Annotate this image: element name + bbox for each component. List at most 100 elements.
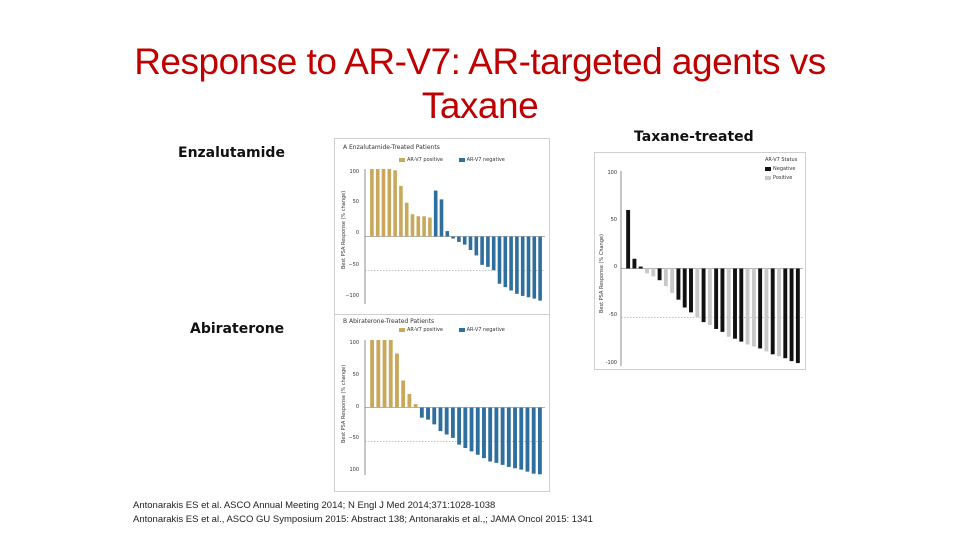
bar <box>506 407 511 467</box>
bar <box>764 268 769 352</box>
bar <box>419 407 424 418</box>
chart-a-tick: 0 <box>355 230 359 236</box>
taxane-legend-title: AR-V7 Status <box>765 157 798 163</box>
bar <box>401 380 406 408</box>
legend-b-positive: AR-V7 positive <box>407 327 444 333</box>
bar <box>444 407 449 435</box>
taxane-chart-panel: AR-V7 Status Negative Positive Best PSA … <box>594 152 806 370</box>
chart-b-plot <box>364 340 545 475</box>
bar <box>689 268 693 313</box>
bar <box>739 268 744 342</box>
bar <box>701 268 706 323</box>
taxane-plot <box>620 171 803 366</box>
bar <box>482 407 486 459</box>
bar <box>375 169 380 237</box>
bar <box>538 236 542 301</box>
bar <box>488 407 493 462</box>
legend-swatch-negative <box>765 166 771 171</box>
bar <box>626 210 631 269</box>
bar <box>428 217 432 237</box>
taxane-label: Taxane-treated <box>634 129 754 145</box>
bar <box>370 340 375 408</box>
taxane-legend: AR-V7 Status Negative Positive <box>765 156 797 183</box>
bar <box>370 169 374 237</box>
bar <box>433 190 438 237</box>
bar <box>450 407 455 438</box>
bar <box>670 268 675 293</box>
chart-a-plot <box>364 169 545 304</box>
chart-b-title: B Abiraterone-Treated Patients <box>343 318 435 325</box>
taxane-legend-positive: Positive <box>773 175 793 181</box>
chart-b-tick: 50 <box>352 372 359 378</box>
bar <box>726 268 731 337</box>
bar <box>407 394 412 408</box>
bar <box>497 236 502 284</box>
chart-a-tick: −50 <box>348 262 359 268</box>
bar <box>387 169 392 237</box>
bar <box>388 340 393 408</box>
taxane-ylabel: Best PSA Response (% Change) <box>599 234 605 313</box>
bar <box>469 407 474 452</box>
legend-b-negative: AR-V7 negative <box>466 327 505 333</box>
bar <box>520 236 525 296</box>
bar <box>789 268 794 362</box>
bar <box>410 214 415 237</box>
bar <box>525 407 530 472</box>
bar <box>532 236 537 299</box>
bar <box>513 407 517 469</box>
bar <box>770 268 775 355</box>
bar <box>491 236 496 271</box>
legend-swatch-positive <box>399 327 405 332</box>
bar <box>395 353 399 408</box>
taxane-legend-negative: Negative <box>773 166 796 172</box>
chart-a-tick: 100 <box>349 169 359 175</box>
bar <box>714 268 719 329</box>
bar <box>416 216 421 237</box>
chart-a-legend: AR-V7 positive AR-V7 negative <box>399 157 505 163</box>
bar <box>382 340 387 408</box>
bar <box>503 236 508 288</box>
bar <box>500 407 505 465</box>
chart-a-tick: 50 <box>352 199 359 205</box>
abiraterone-label: Abiraterone <box>190 321 285 337</box>
legend-a-negative: AR-V7 negative <box>466 157 505 163</box>
bar <box>399 185 403 237</box>
abiraterone-chart-panel: B Abiraterone-Treated Patients AR-V7 pos… <box>334 314 550 492</box>
bar <box>682 268 687 308</box>
enzalutamide-label: Enzalutamide <box>178 145 285 161</box>
taxane-tick: 0 <box>613 264 617 270</box>
bar <box>381 169 386 237</box>
chart-b-tick: 100 <box>349 340 359 346</box>
taxane-tick: -100 <box>605 360 617 366</box>
bar <box>413 404 418 408</box>
bar <box>494 407 499 463</box>
legend-swatch-negative <box>458 157 465 162</box>
bar <box>720 268 725 332</box>
chart-b-legend: AR-V7 positive AR-V7 negative <box>399 327 505 333</box>
bar <box>733 268 737 339</box>
footer-citation-2: Antonarakis ES et al., ASCO GU Symposium… <box>133 514 593 525</box>
bar <box>537 407 542 475</box>
bar <box>404 202 409 237</box>
bar <box>474 236 479 256</box>
footer-citation-1: Antonarakis ES et al. ASCO Annual Meetin… <box>133 500 496 511</box>
bar <box>457 236 461 242</box>
bar <box>519 407 524 470</box>
bar <box>526 236 531 298</box>
bar <box>462 236 467 245</box>
chart-a-title: A Enzalutamide-Treated Patients <box>343 144 440 151</box>
bar <box>795 268 800 364</box>
bar <box>632 258 637 269</box>
legend-swatch-negative <box>458 327 465 332</box>
bar <box>426 407 430 420</box>
bar <box>663 268 668 287</box>
bar <box>783 268 788 359</box>
bar <box>480 236 484 265</box>
bar <box>777 268 781 357</box>
enzalutamide-chart-panel: A Enzalutamide-Treated Patients AR-V7 po… <box>334 138 550 315</box>
bar <box>745 268 750 345</box>
chart-b-tick: −50 <box>348 435 359 441</box>
bar <box>422 216 426 237</box>
bar <box>376 340 381 408</box>
bar <box>475 407 480 455</box>
